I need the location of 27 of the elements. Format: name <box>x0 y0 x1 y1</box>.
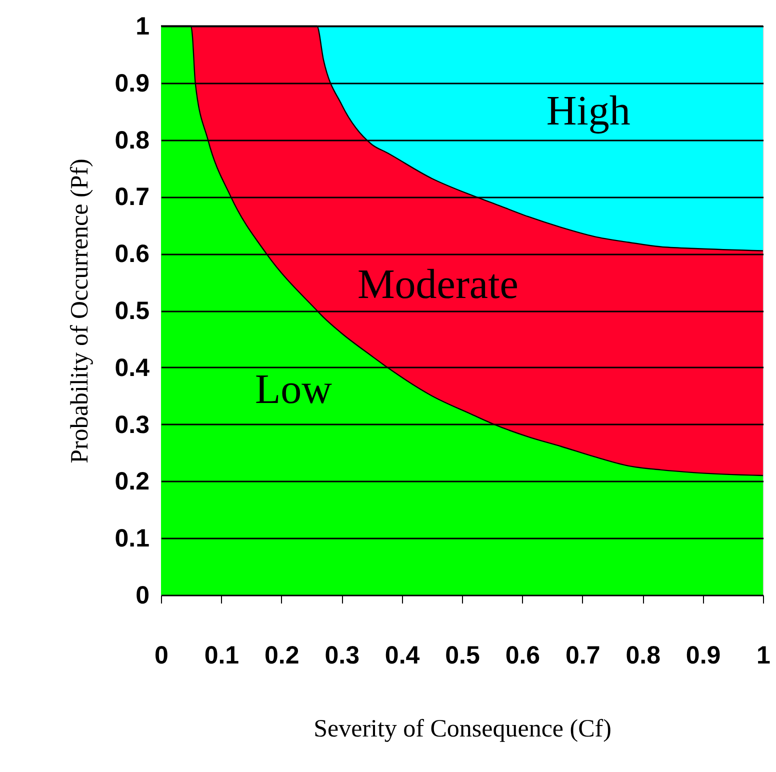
x-tick-label: 0.4 <box>384 642 420 670</box>
y-tick-label: 0.6 <box>114 240 150 268</box>
annotation: Low <box>254 367 333 414</box>
y-tick-label: 0.1 <box>114 524 150 553</box>
y-tick-label: 0.9 <box>114 69 150 98</box>
x-tick-label: 0.3 <box>324 642 360 670</box>
x-tick-label: 0.2 <box>264 642 300 670</box>
x-tick-label: 0.9 <box>686 642 721 670</box>
y-tick-label: 0 <box>136 582 150 610</box>
x-tick-label: 0 <box>154 642 168 670</box>
x-axis-title: Severity of Consequence (Cf) <box>314 716 612 742</box>
y-tick-label: 0.4 <box>114 354 150 382</box>
x-tick-label: 1 <box>756 642 771 670</box>
x-tick-label: 0.5 <box>445 642 480 670</box>
y-tick-label: 1 <box>136 12 150 40</box>
annotation: Moderate <box>357 262 518 308</box>
x-tick-label: 0.6 <box>505 642 540 670</box>
y-tick-label: 0.5 <box>114 297 150 325</box>
x-tick-label: 0.1 <box>204 642 240 670</box>
annotation: High <box>546 88 630 134</box>
x-tick-label: 0.8 <box>626 642 661 670</box>
x-tick-label: 0.7 <box>566 642 600 670</box>
y-tick-label: 0.7 <box>114 183 150 212</box>
y-tick-label: 0.2 <box>114 468 150 496</box>
y-axis-title: Probability of Occurrence (Pf) <box>66 158 94 464</box>
y-tick-label: 0.3 <box>114 410 150 439</box>
y-tick-label: 0.8 <box>114 126 150 154</box>
